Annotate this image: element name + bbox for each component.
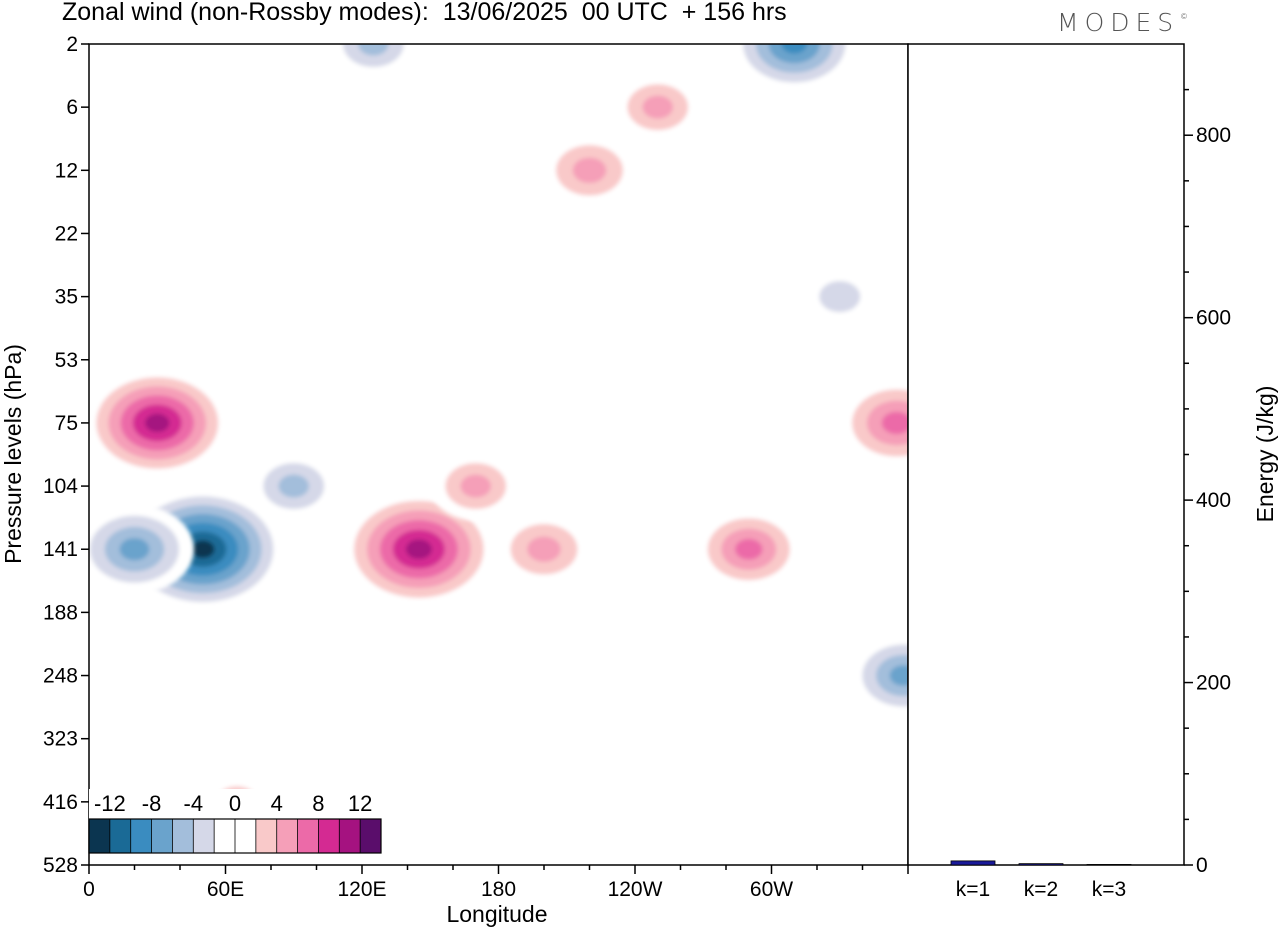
y-tick-label: 248 [43, 665, 78, 688]
colorbar-swatch [172, 819, 194, 853]
colorbar-frame [88, 818, 382, 854]
y-tick-label: 141 [43, 538, 78, 561]
colorbar-label: 4 [271, 791, 283, 816]
energy-axis-title: Energy (J/kg) [1252, 386, 1278, 523]
colorbar-label: 8 [312, 791, 324, 816]
contour-band [190, 540, 215, 559]
y-tick-label: 75 [55, 412, 78, 435]
contour-band [278, 474, 309, 498]
colorbar-swatch [276, 819, 299, 853]
colorbar-swatch [360, 819, 382, 853]
colorbar-swatch [235, 819, 257, 853]
x-axis: 0 60E 120E 180 120W 60W [83, 865, 909, 901]
colorbar-label: 0 [229, 791, 241, 816]
contour-band [358, 44, 389, 56]
contour-feature [798, 265, 881, 328]
contour-feature [341, 491, 497, 608]
colorbar-swatch [297, 819, 319, 853]
bar-panel-frame [907, 43, 1185, 866]
contour-band [819, 281, 861, 313]
contour-band [642, 95, 673, 119]
colorbar-swatch [255, 819, 278, 853]
energy-tick-label: 600 [1196, 307, 1231, 330]
contour-band [572, 157, 607, 183]
contour-band [527, 536, 561, 562]
energy-tick-label: 800 [1196, 124, 1231, 147]
x-tick-label: 120W [608, 878, 663, 901]
plot-background [89, 44, 908, 865]
energy-bars: k=1 k=2 k=3 [950, 860, 1132, 901]
x-tick-label: 180 [481, 878, 516, 901]
energy-bar [950, 860, 996, 866]
y-tick-label: 188 [43, 601, 78, 624]
contour-feature [89, 504, 194, 594]
x-tick-label: 0 [83, 878, 95, 901]
contour-plot [88, 43, 909, 866]
colorbar-swatch [151, 819, 173, 853]
contour-band [735, 538, 763, 560]
contour-feature [493, 511, 595, 588]
colorbar-swatch [193, 819, 215, 853]
y-tick-label: 323 [43, 728, 78, 751]
energy-bar-chart: k=1 k=2 k=3 0 200 400 600 800 Energy (J/kg) [907, 43, 1278, 901]
contour-feature [612, 72, 704, 142]
contour-feature [837, 378, 908, 468]
y-tick-label: 6 [66, 96, 78, 119]
x-tick-label: 60W [750, 878, 793, 901]
colorbar-swatch [339, 819, 361, 853]
colorbar-label: -12 [94, 791, 126, 816]
contour-feature [693, 508, 804, 591]
energy-bar [1018, 863, 1064, 866]
x-tick-label: 60E [207, 878, 244, 901]
y-tick-label: 416 [43, 791, 78, 814]
colorbar-swatch [89, 819, 111, 853]
y-tick-label: 528 [43, 854, 78, 877]
bar-category-label: k=2 [1024, 878, 1058, 901]
y-tick-label: 12 [55, 159, 78, 182]
colorbar-label: -8 [142, 791, 162, 816]
contour-band [781, 44, 808, 54]
colorbar-swatch [318, 819, 340, 853]
colorbar-label: 12 [348, 791, 372, 816]
contour-band [145, 413, 170, 433]
contour-band [881, 411, 908, 435]
contour-band [119, 538, 150, 561]
y-tick-label: 2 [66, 33, 78, 56]
y-axis: 2 6 12 22 35 53 75 104 141 188 248 323 416 528 [43, 33, 89, 877]
contour-feature [430, 451, 522, 521]
y-axis-title: Pressure levels (hPa) [0, 344, 26, 564]
colorbar-swatch [214, 819, 236, 853]
brand-logo: MODES [1057, 8, 1180, 37]
y-tick-label: 104 [43, 475, 78, 498]
energy-tick-label: 400 [1196, 489, 1231, 512]
contour-band [460, 474, 491, 498]
energy-tick-label: 200 [1196, 672, 1231, 695]
contour-feature [248, 451, 340, 521]
energy-tick-label: 0 [1196, 854, 1208, 877]
y-tick-label: 53 [55, 349, 78, 372]
contour-feature [327, 44, 419, 79]
x-axis-title: Longitude [446, 901, 547, 927]
contour-band [405, 539, 432, 559]
brand-registered-mark: © [1181, 12, 1187, 21]
colorbar-swatch [109, 819, 132, 853]
chart-title: Zonal wind (non-Rossby modes): 13/06/202… [62, 0, 787, 26]
x-tick-label: 120E [337, 878, 386, 901]
contour-feature [730, 44, 859, 92]
y-tick-label: 35 [55, 286, 78, 309]
colorbar: -12 -8 -4 0 4 8 12 [88, 789, 382, 854]
energy-bar [1086, 864, 1132, 866]
energy-axis: 0 200 400 600 800 [1184, 88, 1231, 877]
contour-feature [848, 634, 908, 717]
bar-category-label: k=3 [1092, 878, 1126, 901]
colorbar-label: -4 [184, 791, 204, 816]
bar-category-label: k=1 [956, 878, 990, 901]
contour-band [889, 665, 908, 686]
contour-feature [89, 368, 231, 478]
colorbar-swatch [130, 819, 153, 853]
contour-feature [539, 132, 640, 209]
y-tick-label: 22 [55, 222, 78, 245]
